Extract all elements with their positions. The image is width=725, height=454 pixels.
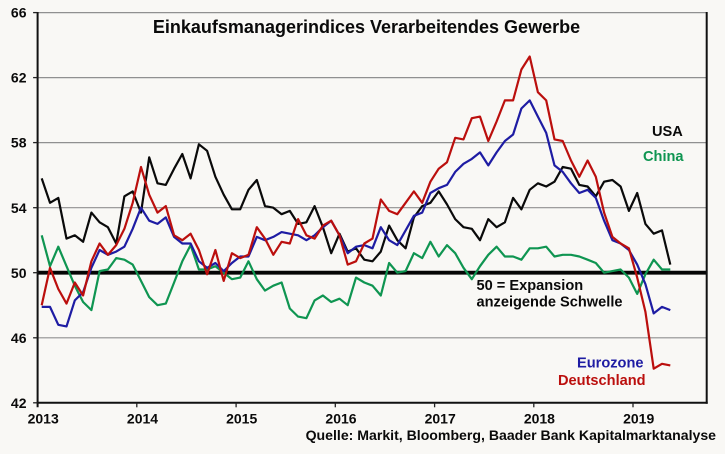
svg-text:66: 66 [11,5,27,21]
svg-text:46: 46 [11,330,27,346]
svg-text:62: 62 [11,70,27,86]
svg-text:2017: 2017 [425,411,456,427]
svg-text:Einkaufsmanagerindices Verarbe: Einkaufsmanagerindices Verarbeitendes Ge… [153,17,580,37]
svg-text:China: China [643,149,684,165]
svg-text:58: 58 [11,135,27,151]
svg-text:2016: 2016 [325,411,356,427]
svg-text:Eurozone: Eurozone [577,356,643,372]
svg-text:anzeigende Schwelle: anzeigende Schwelle [477,295,623,311]
svg-text:2014: 2014 [127,411,158,427]
svg-text:Quelle: Markit, Bloomberg, Baa: Quelle: Markit, Bloomberg, Baader Bank K… [306,427,717,443]
svg-text:50 = Expansion: 50 = Expansion [477,278,584,294]
svg-text:2015: 2015 [226,411,257,427]
svg-text:USA: USA [652,124,683,140]
svg-text:42: 42 [11,395,27,411]
svg-text:50: 50 [11,265,27,281]
svg-text:54: 54 [11,200,27,216]
svg-text:2013: 2013 [28,411,59,427]
svg-text:Deutschland: Deutschland [558,373,646,389]
svg-text:2018: 2018 [524,411,555,427]
svg-text:2019: 2019 [623,411,654,427]
